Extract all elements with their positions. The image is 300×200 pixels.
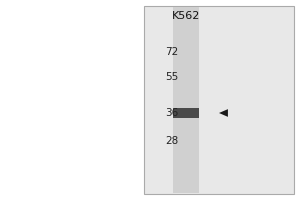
Text: 55: 55 [165,72,178,82]
FancyBboxPatch shape [173,108,199,118]
Text: 72: 72 [165,47,178,57]
FancyBboxPatch shape [172,7,200,193]
Polygon shape [219,109,228,117]
Text: 28: 28 [165,136,178,146]
Text: 36: 36 [165,108,178,118]
FancyBboxPatch shape [144,6,294,194]
Text: K562: K562 [172,11,200,21]
